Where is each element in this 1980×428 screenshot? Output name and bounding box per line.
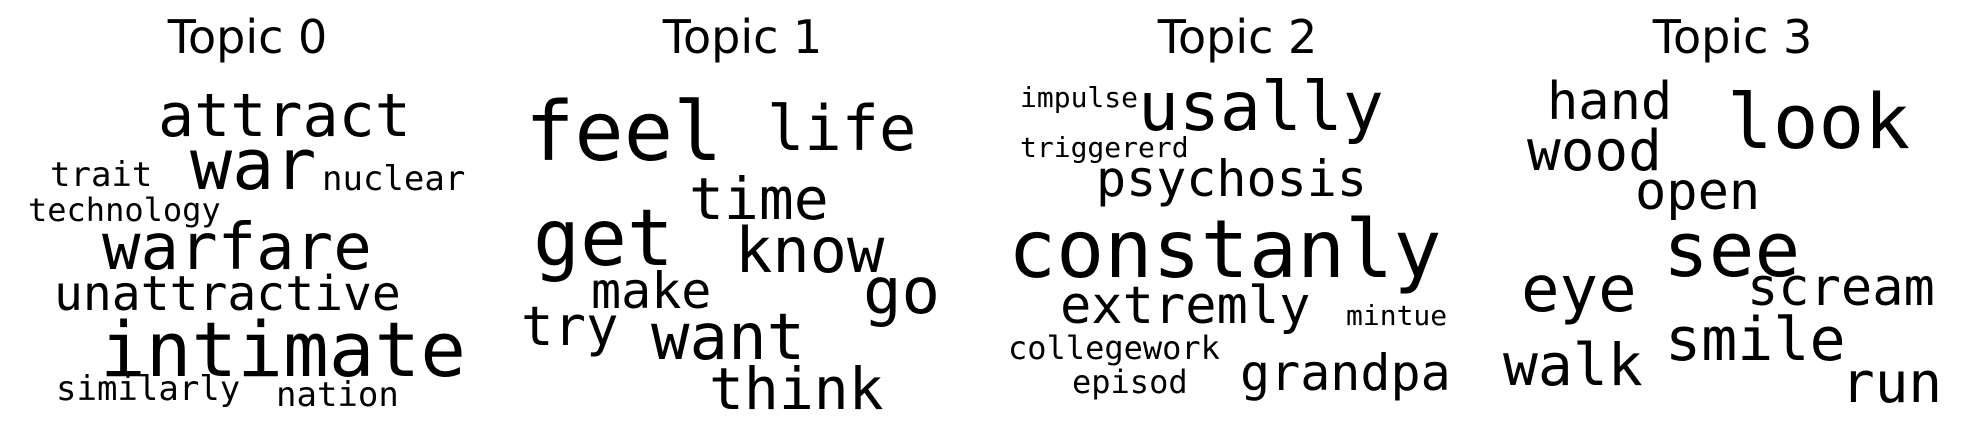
word-cloud-word: nuclear	[322, 159, 466, 199]
word-cloud-word: technology	[28, 191, 221, 229]
topic-0-title: Topic 0	[167, 10, 328, 64]
word-cloud-word: war	[190, 124, 317, 206]
word-cloud-word: mintue	[1346, 299, 1448, 332]
word-cloud-word: time	[689, 165, 829, 233]
topic-2-panel: Topic 2 impulse usally triggererd psycho…	[990, 0, 1485, 428]
word-cloud-word: intimate	[100, 305, 467, 394]
word-cloud-word: triggererd	[1020, 131, 1189, 164]
word-cloud-word: get	[533, 194, 674, 284]
word-cloud-word: see	[1663, 205, 1801, 294]
word-cloud-word: constanly	[1008, 203, 1442, 296]
word-cloud-word: walk	[1503, 331, 1643, 399]
word-cloud-word: feel	[525, 85, 723, 180]
word-cloud-word: try	[521, 295, 619, 358]
word-cloud-word: grandpa	[1240, 344, 1451, 402]
word-cloud-word: nation	[276, 375, 399, 415]
word-cloud-word: eye	[1521, 253, 1637, 327]
word-cloud-word: extremly	[1060, 276, 1311, 336]
word-cloud-word: trait	[50, 155, 153, 195]
word-cloud-word: psychosis	[1096, 150, 1367, 208]
word-cloud-word: go	[863, 255, 941, 329]
word-cloud-word: know	[735, 214, 885, 287]
topic-1-title: Topic 1	[662, 10, 823, 64]
word-cloud-word: unattractive	[54, 266, 401, 322]
word-cloud-word: smile	[1665, 305, 1846, 375]
topic-2-title: Topic 2	[1157, 10, 1318, 64]
word-cloud-word: hand	[1547, 72, 1673, 132]
word-cloud-word: episod	[1072, 363, 1188, 401]
word-cloud-word: look	[1727, 77, 1911, 166]
word-cloud-word: life	[767, 92, 917, 165]
word-cloud-word: wood	[1527, 119, 1662, 184]
word-cloud-word: run	[1841, 351, 1943, 416]
topic-3-panel: Topic 3 hand look wood open see eye scre…	[1485, 0, 1980, 428]
word-cloud-word: want	[651, 301, 806, 375]
word-cloud-word: collegework	[1008, 329, 1220, 367]
word-cloud-word: usally	[1138, 68, 1384, 147]
word-cloud-word: open	[1635, 162, 1761, 222]
word-cloud-word: warfare	[102, 211, 372, 285]
word-cloud-word: make	[591, 262, 712, 320]
word-cloud-word: scream	[1747, 258, 1935, 318]
word-cloud-word: impulse	[1020, 81, 1139, 114]
topic-1-panel: Topic 1 feel life time get know make go …	[495, 0, 990, 428]
word-cloud-word: similarly	[56, 369, 241, 409]
topic-0-panel: Topic 0 attract war trait nuclear techno…	[0, 0, 495, 428]
word-cloud-word: attract	[158, 81, 411, 151]
word-cloud-word: think	[709, 355, 884, 423]
topic-3-title: Topic 3	[1652, 10, 1813, 64]
